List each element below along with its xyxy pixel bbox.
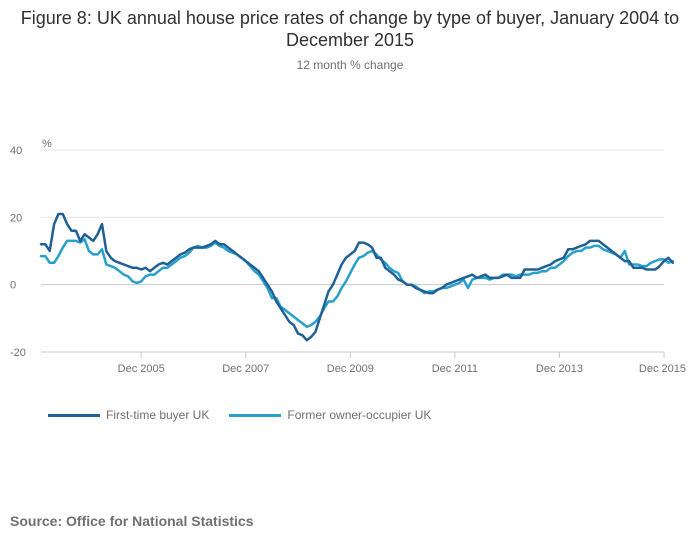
legend-swatch-former-owner-occupier xyxy=(229,413,282,417)
y-axis-label: % xyxy=(42,138,52,150)
legend-label-former-owner-occupier: Former owner-occupier UK xyxy=(287,408,432,422)
x-tick-label: Dec 2009 xyxy=(327,363,374,375)
chart-title: Figure 8: UK annual house price rates of… xyxy=(20,8,680,50)
series-line-first-time-buyer-uk xyxy=(39,212,674,342)
legend: First-time buyer UK Former owner-occupie… xyxy=(48,408,431,422)
y-tick-label: 20 xyxy=(10,212,22,224)
chart-subtitle: 12 month % change xyxy=(296,58,404,72)
x-tick-label: Dec 2013 xyxy=(536,363,583,375)
y-tick-label: 0 xyxy=(10,280,16,292)
legend-label-first-time-buyer: First-time buyer UK xyxy=(106,408,210,422)
x-tick-label: Dec 2005 xyxy=(118,363,165,375)
legend-item-first-time-buyer[interactable]: First-time buyer UK xyxy=(48,408,209,422)
x-tick-label: Dec 2011 xyxy=(432,363,478,375)
x-tick-label: Dec 2007 xyxy=(222,363,269,375)
legend-swatch-first-time-buyer xyxy=(48,413,100,417)
y-tick-label: 40 xyxy=(10,145,22,157)
series-line-former-owner-occupier-uk xyxy=(39,237,674,329)
source-note: Source: Office for National Statistics xyxy=(10,513,254,529)
legend-item-former-owner-occupier[interactable]: Former owner-occupier UK xyxy=(229,408,431,422)
y-tick-label: -20 xyxy=(10,347,26,359)
x-tick-label: Dec 2015 xyxy=(639,363,686,375)
